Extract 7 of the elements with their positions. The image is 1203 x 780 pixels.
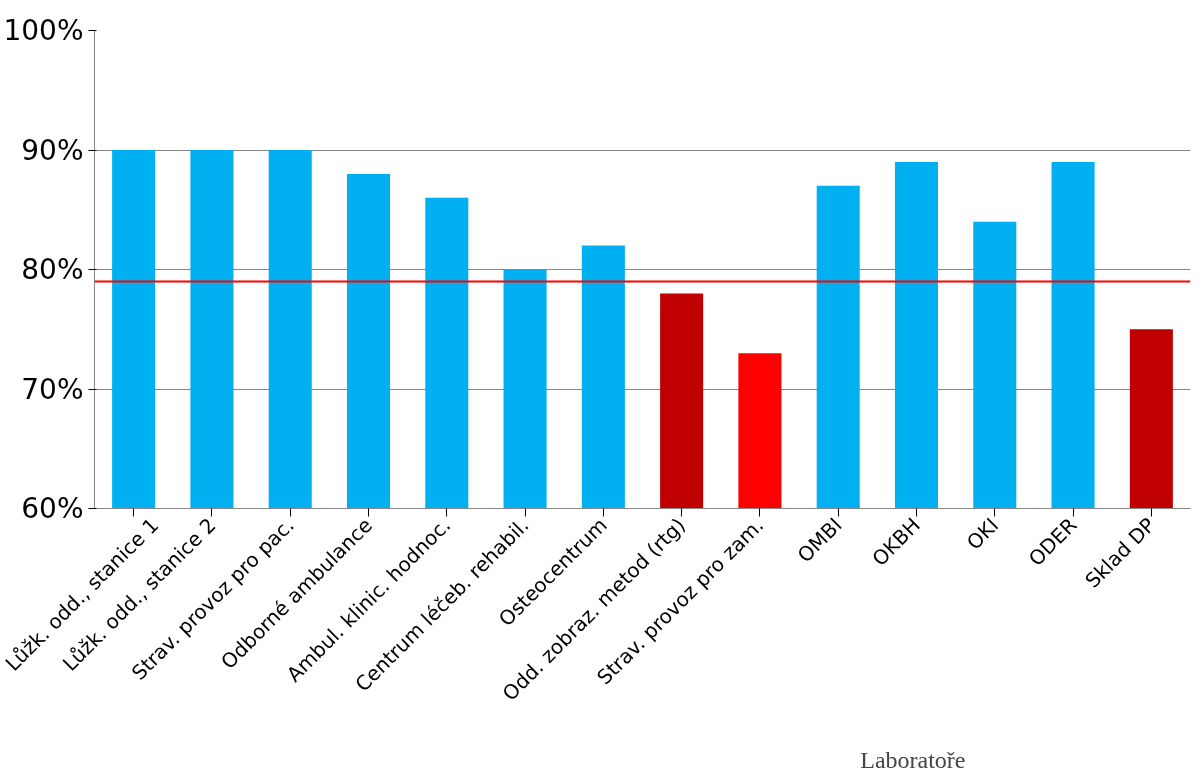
y-tick-label: 90% (21, 133, 84, 167)
y-tick-label: 60% (21, 492, 84, 525)
y-tick-label: 70% (21, 372, 84, 406)
text: Laboratoře (860, 746, 966, 773)
y-tick-label: 100% (3, 14, 84, 47)
y-tick-label: 80% (21, 253, 84, 286)
x-tick-label: OKI (961, 513, 1004, 555)
